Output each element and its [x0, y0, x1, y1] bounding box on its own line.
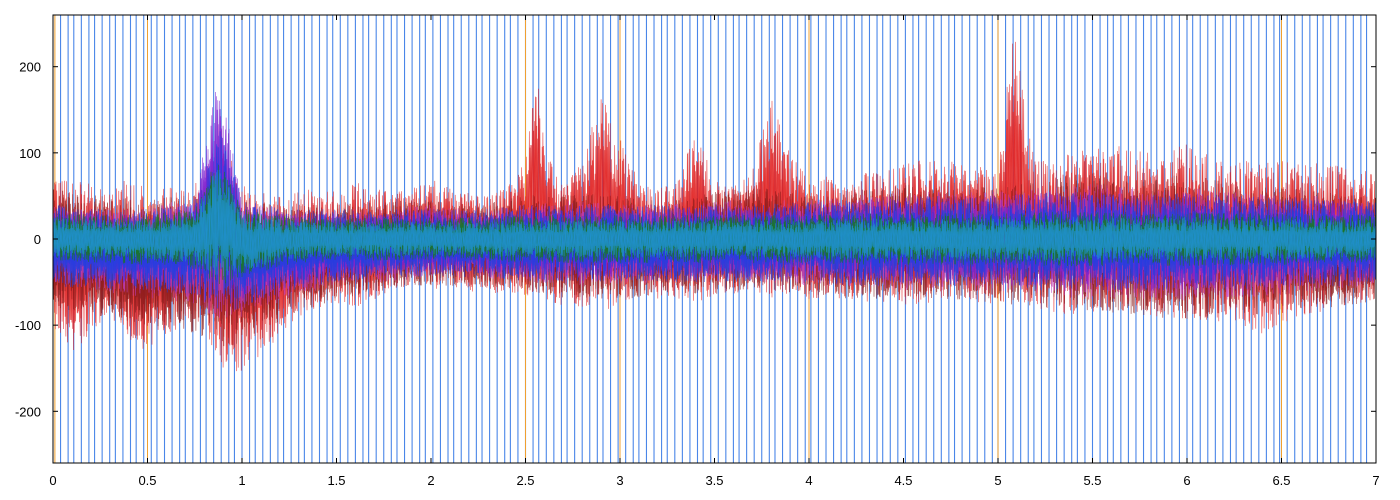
- y-tick-label: 200: [19, 60, 41, 75]
- x-tick-label: 5.5: [1083, 473, 1101, 488]
- x-tick-label: 1.5: [327, 473, 345, 488]
- x-tick-label: 3.5: [705, 473, 723, 488]
- signal-trace: [52, 173, 1377, 277]
- x-tick-label: 2.5: [516, 473, 534, 488]
- axes: 0 0.5 1 1.5 2 2.5 3 3.5 4 4.5 5 5.5 6 6.5 7 200 100 0 -100…: [15, 14, 1380, 488]
- signal-traces: [52, 41, 1377, 372]
- x-tick-label: 0.5: [138, 473, 156, 488]
- x-tick-label: 1: [238, 473, 245, 488]
- x-tick-label: 4.5: [894, 473, 912, 488]
- x-tick-label: 0: [49, 473, 56, 488]
- y-tick-label: -100: [15, 318, 41, 333]
- y-tick-label: -200: [15, 404, 41, 419]
- x-tick-label: 6: [1183, 473, 1190, 488]
- x-tick-label: 4: [805, 473, 812, 488]
- x-tick-label: 3: [616, 473, 623, 488]
- x-tick-label: 6.5: [1272, 473, 1290, 488]
- x-tick-label: 2: [427, 473, 434, 488]
- y-tick-label: 0: [34, 232, 41, 247]
- x-tick-label: 7: [1372, 473, 1379, 488]
- y-tick-label: 100: [19, 146, 41, 161]
- x-tick-label: 5: [994, 473, 1001, 488]
